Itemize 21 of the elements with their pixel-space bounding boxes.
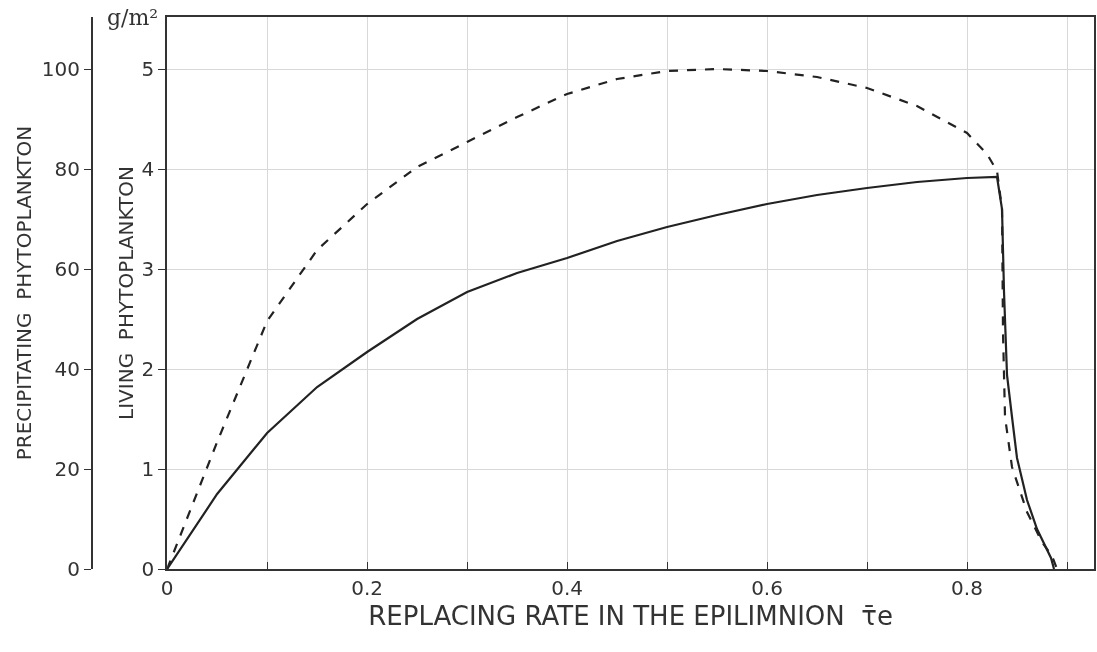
y-tick-label: 2 — [141, 357, 155, 381]
y-tick-label: 1 — [141, 457, 155, 481]
x-axis-title: REPLACING RATE IN THE EPILIMNION τ̄e — [368, 601, 893, 632]
x-tick-label: 0 — [160, 576, 174, 600]
y2-axis-title: PRECIPITATING PHYTOPLANKTON — [11, 125, 36, 461]
y2-tick-label: 0 — [67, 557, 80, 581]
x-tick-label: 0.2 — [351, 576, 384, 600]
y2-tick-label: 60 — [54, 257, 80, 281]
y-tick-label: 3 — [141, 257, 155, 281]
x-tick-label: 0.6 — [751, 576, 783, 600]
y2-tick-label: 40 — [54, 357, 80, 381]
y-tick-label: 4 — [141, 157, 155, 181]
text: g/m² — [107, 5, 159, 30]
y2-tick-label: 20 — [54, 457, 80, 481]
x-tick-label: 0.4 — [551, 576, 583, 600]
y-axis-title: LIVING PHYTOPLANKTON — [114, 166, 139, 420]
x-tick-label: 0.8 — [951, 576, 983, 600]
y2-tick-label: 80 — [54, 157, 80, 181]
y-tick-label: 0 — [141, 557, 155, 581]
y-tick-label: 5 — [141, 57, 155, 81]
y2-tick-label: 100 — [41, 57, 80, 81]
